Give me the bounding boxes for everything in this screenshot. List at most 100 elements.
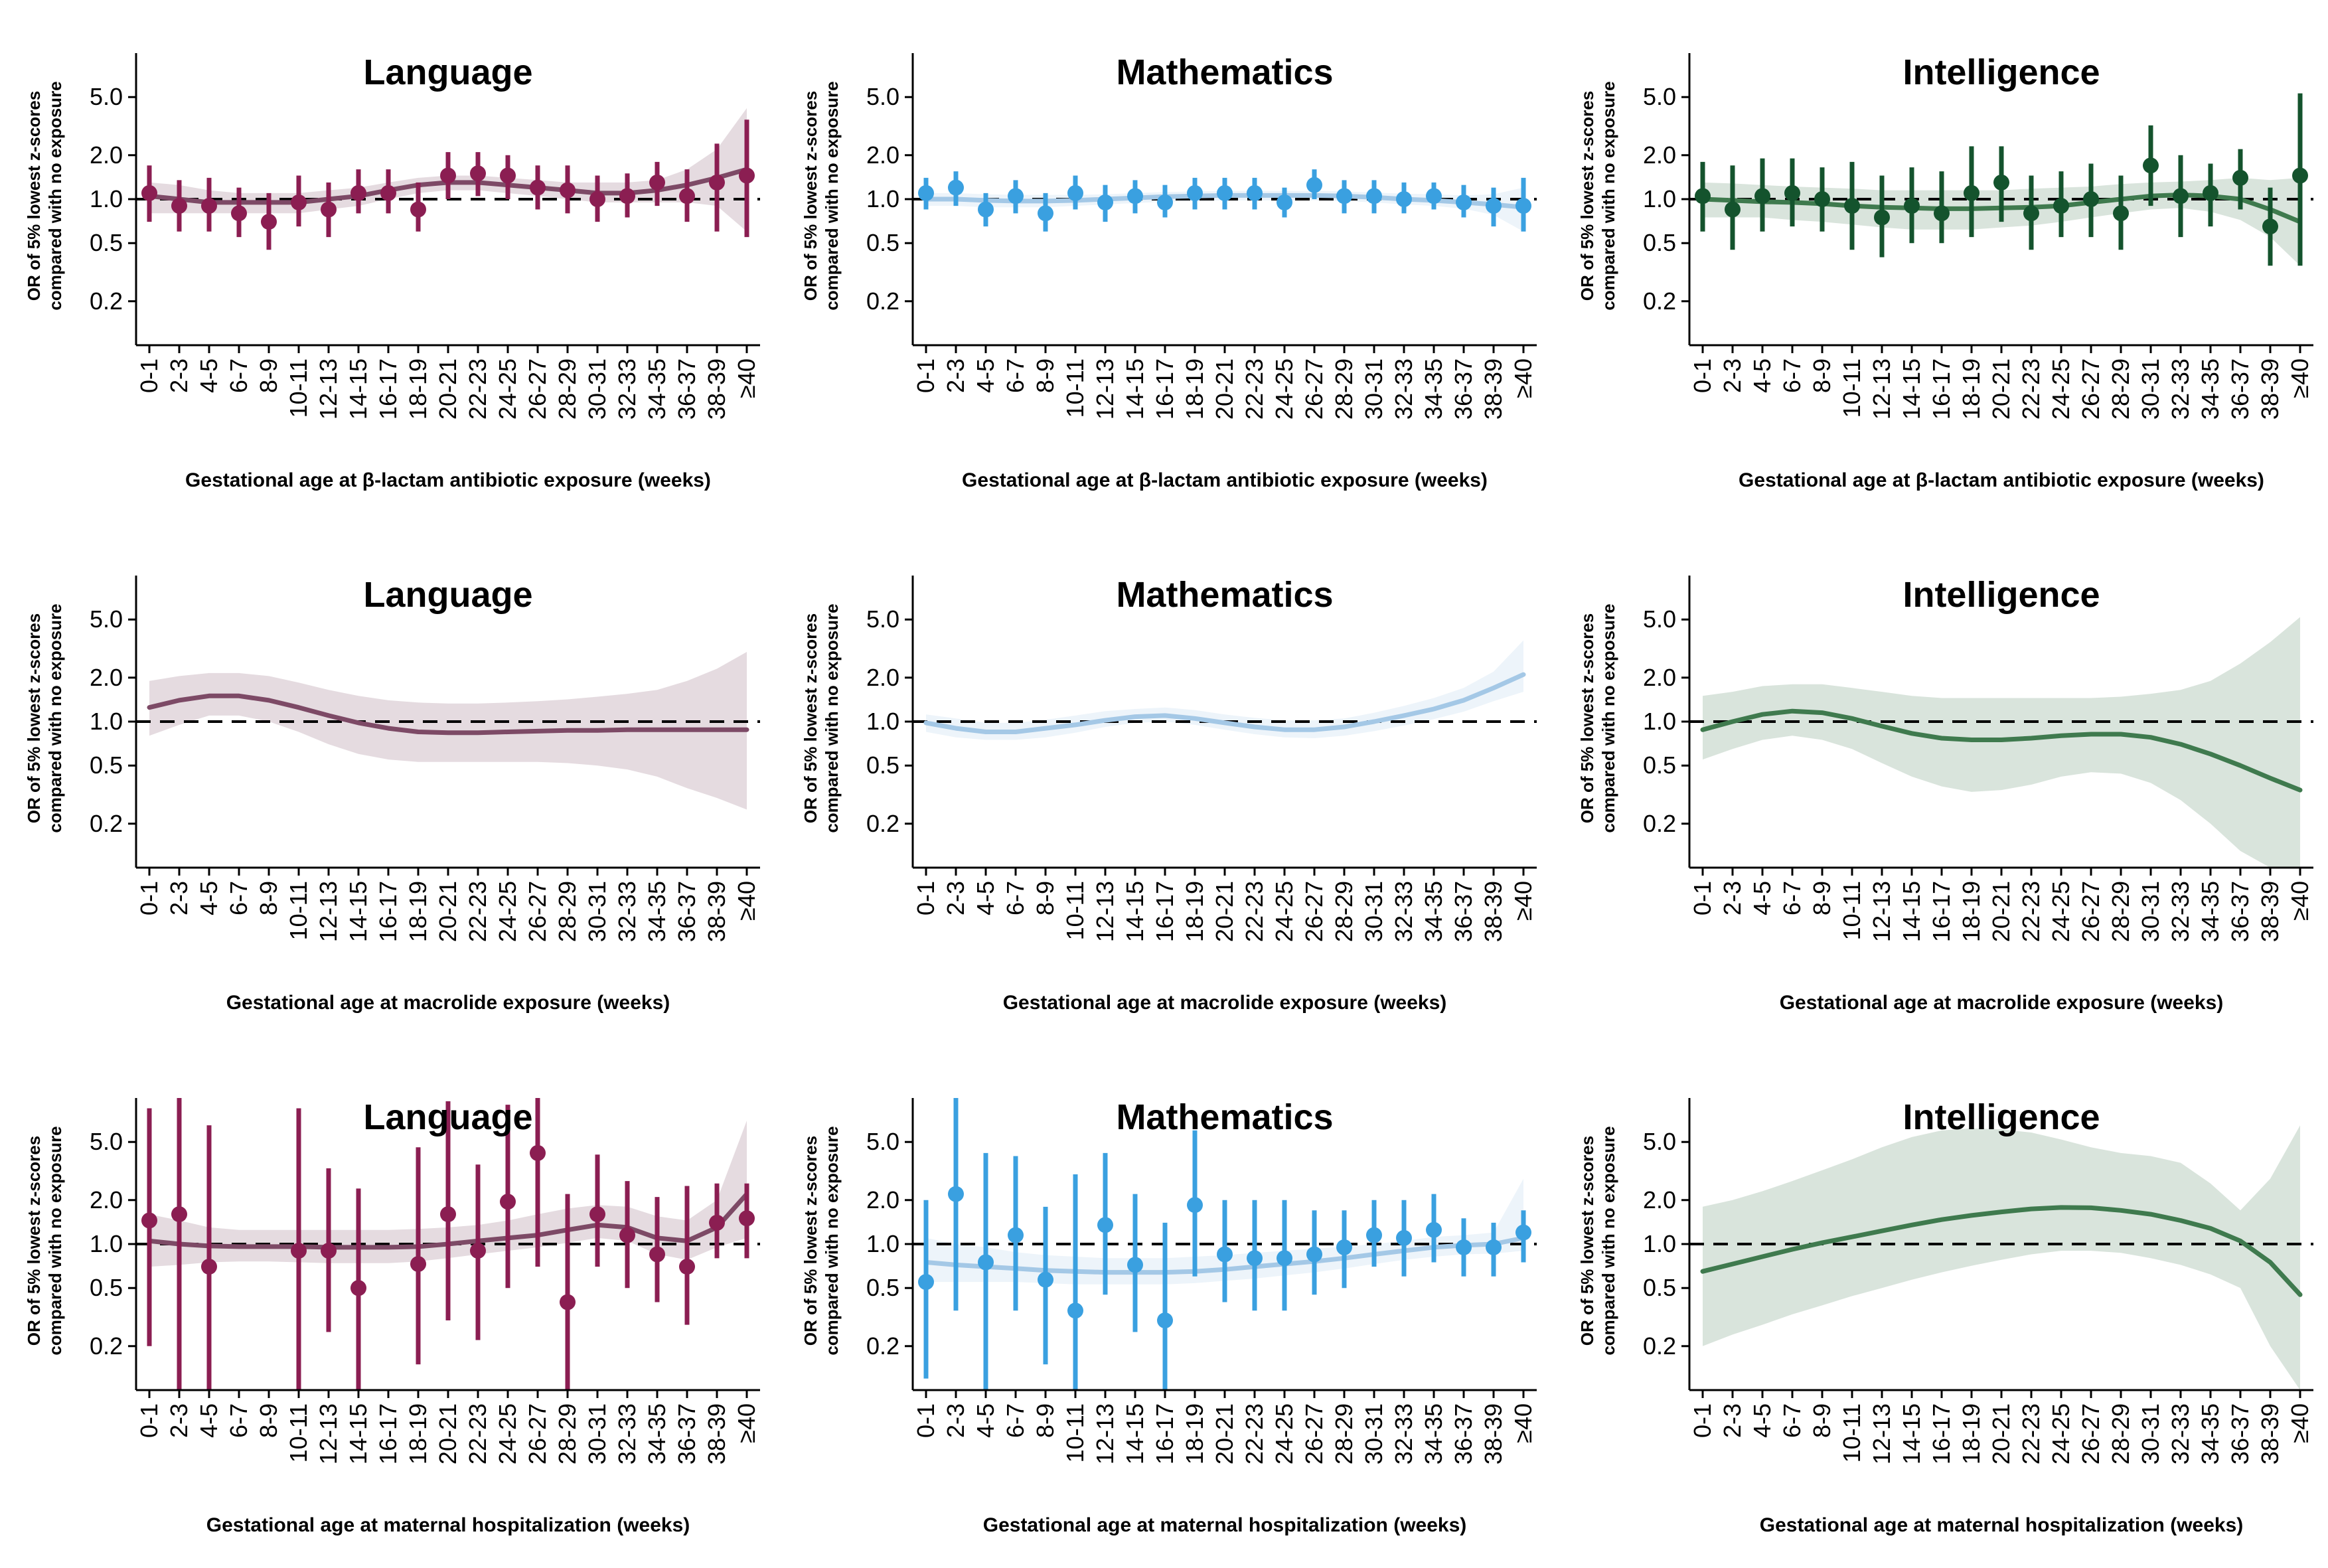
x-tick-label: ≥40 <box>733 358 760 398</box>
data-point <box>500 1194 516 1210</box>
x-tick-label: 8-9 <box>1808 881 1835 915</box>
data-point <box>1336 188 1352 204</box>
x-tick-label: ≥40 <box>733 881 760 921</box>
data-point <box>978 1254 994 1271</box>
y-tick-label: 2.0 <box>90 1186 123 1214</box>
x-tick-label: 26-27 <box>1300 881 1328 942</box>
data-point <box>948 179 964 196</box>
data-point <box>201 198 217 214</box>
x-tick-label: 24-25 <box>1271 358 1298 420</box>
data-point <box>1038 205 1053 222</box>
x-axis-label: Gestational age at macrolide exposure (w… <box>226 992 670 1014</box>
x-tick-label: 22-23 <box>2017 1403 2045 1464</box>
x-tick-label: ≥40 <box>1510 881 1537 921</box>
x-axis-label: Gestational age at macrolide exposure (w… <box>1780 992 2224 1014</box>
y-tick-label: 2.0 <box>866 664 899 691</box>
y-axis-label-line2: compared with no exposure <box>45 81 65 310</box>
data-point <box>1366 1227 1382 1243</box>
data-point <box>530 179 546 196</box>
data-point <box>1008 188 1024 204</box>
y-tick-label: 1.0 <box>1643 708 1676 735</box>
panel-title: Language <box>363 52 532 92</box>
x-tick-label: 14-15 <box>1121 881 1148 942</box>
data-point <box>739 167 755 184</box>
y-tick-label: 2.0 <box>866 141 899 169</box>
data-point <box>291 1243 307 1259</box>
x-axis-label: Gestational age at maternal hospitalizat… <box>983 1514 1467 1536</box>
x-tick-label: 14-15 <box>345 881 372 942</box>
x-tick-label: 16-17 <box>1151 358 1178 420</box>
x-tick-label: 36-37 <box>2226 881 2254 942</box>
y-tick-label: 2.0 <box>1643 1186 1676 1214</box>
y-axis-label-line1: OR of 5% lowest z-scores <box>801 613 820 823</box>
x-tick-label: 14-15 <box>1898 358 1925 420</box>
y-axis-label-line2: compared with no exposure <box>45 603 65 832</box>
x-axis-label: Gestational age at β-lactam antibiotic e… <box>1739 469 2264 491</box>
data-point <box>918 1274 934 1291</box>
x-tick-label: 2-3 <box>165 881 193 915</box>
x-tick-label: 4-5 <box>1748 358 1776 393</box>
y-axis-label-line1: OR of 5% lowest z-scores <box>1577 91 1597 301</box>
x-axis-label: Gestational age at macrolide exposure (w… <box>1003 992 1447 1014</box>
x-tick-label: 32-33 <box>1390 1403 1417 1464</box>
chart-panel-8: 0.2 0.5 1.0 2.0 5.0 OR of 5% lowest z-scoresc… <box>801 1097 1537 1536</box>
x-tick-label: 6-7 <box>1002 1403 1029 1438</box>
x-tick-label: 34-35 <box>2197 358 2224 420</box>
data-points <box>141 1098 755 1390</box>
y-tick-label: 0.5 <box>1643 751 1676 779</box>
x-tick-label: 12-13 <box>1868 358 1895 420</box>
data-point <box>1067 185 1083 201</box>
y-tick-label: 2.0 <box>1643 664 1676 691</box>
chart-panel-3: 0.2 0.5 1.0 2.0 5.0 OR of 5% lowest z-scoresc… <box>1577 52 2313 491</box>
x-tick-label: ≥40 <box>1510 1403 1537 1443</box>
y-tick-label: 0.5 <box>1643 229 1676 256</box>
spline-curve <box>147 693 749 736</box>
data-point <box>1784 185 1800 201</box>
confidence-band <box>1703 1125 2300 1390</box>
y-axis-label: OR of 5% lowest z-scorescompared with no… <box>24 603 65 832</box>
data-point <box>350 1280 366 1296</box>
x-tick-label: ≥40 <box>1510 358 1537 398</box>
x-tick-label: 4-5 <box>195 881 222 915</box>
data-point <box>649 174 665 191</box>
y-axis-label: OR of 5% lowest z-scorescompared with no… <box>801 1126 842 1355</box>
spline-curve <box>1700 1205 2303 1297</box>
y-tick-label: 5.0 <box>1643 605 1676 633</box>
data-point <box>1127 188 1143 204</box>
y-tick-label: 5.0 <box>1643 1128 1676 1155</box>
x-tick-label: 4-5 <box>972 1403 999 1438</box>
x-tick-label: 8-9 <box>1808 1403 1835 1438</box>
data-points <box>918 169 1531 232</box>
x-tick-label: 26-27 <box>2077 881 2104 942</box>
y-tick-label: 5.0 <box>90 1128 123 1155</box>
x-tick-label: 20-21 <box>434 1403 461 1464</box>
data-point <box>1336 1239 1352 1255</box>
data-point <box>1008 1227 1024 1243</box>
y-tick-label: 0.5 <box>1643 1274 1676 1301</box>
chart-panel-2: 0.2 0.5 1.0 2.0 5.0 OR of 5% lowest z-scoresc… <box>801 52 1537 491</box>
data-point <box>1844 198 1860 214</box>
x-tick-label: 6-7 <box>225 881 252 915</box>
x-tick-label: 8-9 <box>255 1403 282 1438</box>
x-tick-label: 38-39 <box>703 1403 730 1464</box>
x-tick-label: 6-7 <box>1778 358 1806 393</box>
data-point <box>1247 1250 1263 1267</box>
x-tick-label: 34-35 <box>2197 881 2224 942</box>
x-tick-label: 20-21 <box>1987 358 2015 420</box>
data-point <box>1904 198 1920 214</box>
x-tick-label: 18-19 <box>1181 881 1208 942</box>
x-tick-label: 10-11 <box>1061 1403 1089 1462</box>
y-tick-label: 5.0 <box>866 1128 899 1155</box>
x-tick-label: 12-13 <box>1091 881 1119 942</box>
x-tick-label: ≥40 <box>2286 1403 2313 1443</box>
data-point <box>261 214 277 230</box>
x-tick-label: 36-37 <box>2226 1403 2254 1464</box>
panel-title: Language <box>363 1097 532 1137</box>
data-point <box>1396 191 1412 207</box>
y-axis-label-line1: OR of 5% lowest z-scores <box>801 1136 820 1346</box>
y-tick-label: 1.0 <box>1643 1230 1676 1257</box>
x-tick-label: 22-23 <box>464 881 491 942</box>
x-tick-label: 38-39 <box>703 358 730 420</box>
x-axis-label: Gestational age at maternal hospitalizat… <box>1760 1514 2244 1536</box>
x-tick-label: 18-19 <box>1181 1403 1208 1464</box>
